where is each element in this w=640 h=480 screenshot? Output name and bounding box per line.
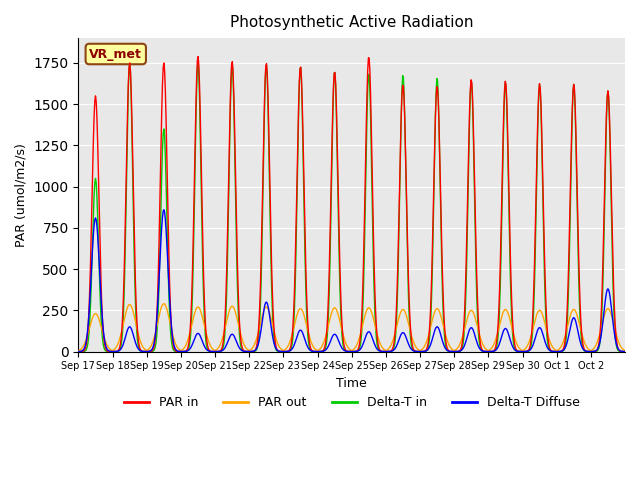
X-axis label: Time: Time xyxy=(337,377,367,390)
Title: Photosynthetic Active Radiation: Photosynthetic Active Radiation xyxy=(230,15,474,30)
Text: VR_met: VR_met xyxy=(90,48,142,60)
Y-axis label: PAR (umol/m2/s): PAR (umol/m2/s) xyxy=(15,143,28,247)
Legend: PAR in, PAR out, Delta-T in, Delta-T Diffuse: PAR in, PAR out, Delta-T in, Delta-T Dif… xyxy=(119,391,584,414)
